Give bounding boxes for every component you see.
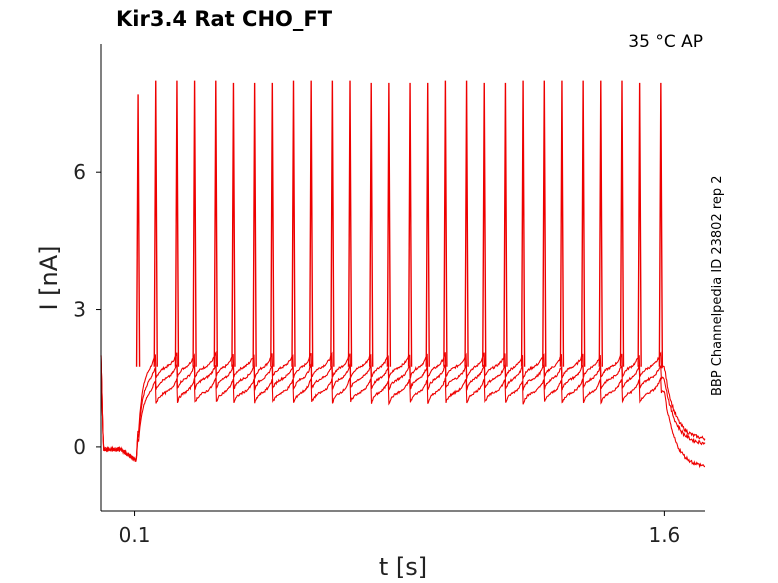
- spike-peak: [482, 82, 487, 367]
- conditions-label: 35 °C AP: [628, 32, 703, 52]
- spike-peak: [192, 80, 197, 367]
- spike-peak: [213, 80, 218, 367]
- spike-peak: [503, 82, 508, 367]
- spike-peak: [637, 82, 642, 367]
- y-tick-label: 0: [73, 435, 86, 459]
- spike-peak: [425, 82, 430, 367]
- spike-peak: [291, 80, 296, 367]
- spike-peak: [443, 80, 448, 367]
- y-tick-label: 3: [73, 298, 86, 322]
- y-axis-label: I [nA]: [35, 245, 63, 310]
- spike-peak: [464, 80, 469, 367]
- spike-peak: [542, 80, 547, 367]
- chart-title: Kir3.4 Rat CHO_FT: [116, 7, 333, 31]
- spike-peak: [270, 82, 275, 367]
- spike-peak: [520, 80, 526, 367]
- x-tick-label: 0.1: [119, 523, 151, 547]
- spike-peak: [135, 94, 141, 367]
- y-tick-label: 6: [73, 160, 86, 184]
- side-label: BBP Channelpedia ID 23802 rep 2: [710, 175, 725, 396]
- spike-peak: [580, 80, 586, 367]
- spike-peak: [231, 82, 236, 367]
- spike-peak: [330, 80, 335, 367]
- spike-peak: [619, 80, 625, 367]
- current-trace-2: [100, 355, 706, 463]
- spike-peak: [386, 82, 392, 367]
- axes: [100, 44, 705, 512]
- traces: [100, 80, 706, 469]
- spike-peak: [252, 82, 257, 367]
- current-trace-1: [100, 350, 706, 462]
- spike-peak: [559, 80, 565, 367]
- spike-peak: [153, 80, 158, 367]
- spike-peak: [308, 80, 314, 367]
- spike-peak: [598, 80, 604, 367]
- spike-peak: [658, 82, 664, 367]
- spike-peak: [369, 82, 374, 367]
- spike-peak: [347, 80, 353, 367]
- spike-peak: [174, 80, 180, 367]
- spike-peak: [407, 82, 413, 367]
- ticks: 0.1 1.6 0 3 6: [73, 160, 680, 547]
- x-tick-label: 1.6: [648, 523, 680, 547]
- current-trace-3: [100, 355, 706, 469]
- x-axis-label: t [s]: [379, 553, 427, 581]
